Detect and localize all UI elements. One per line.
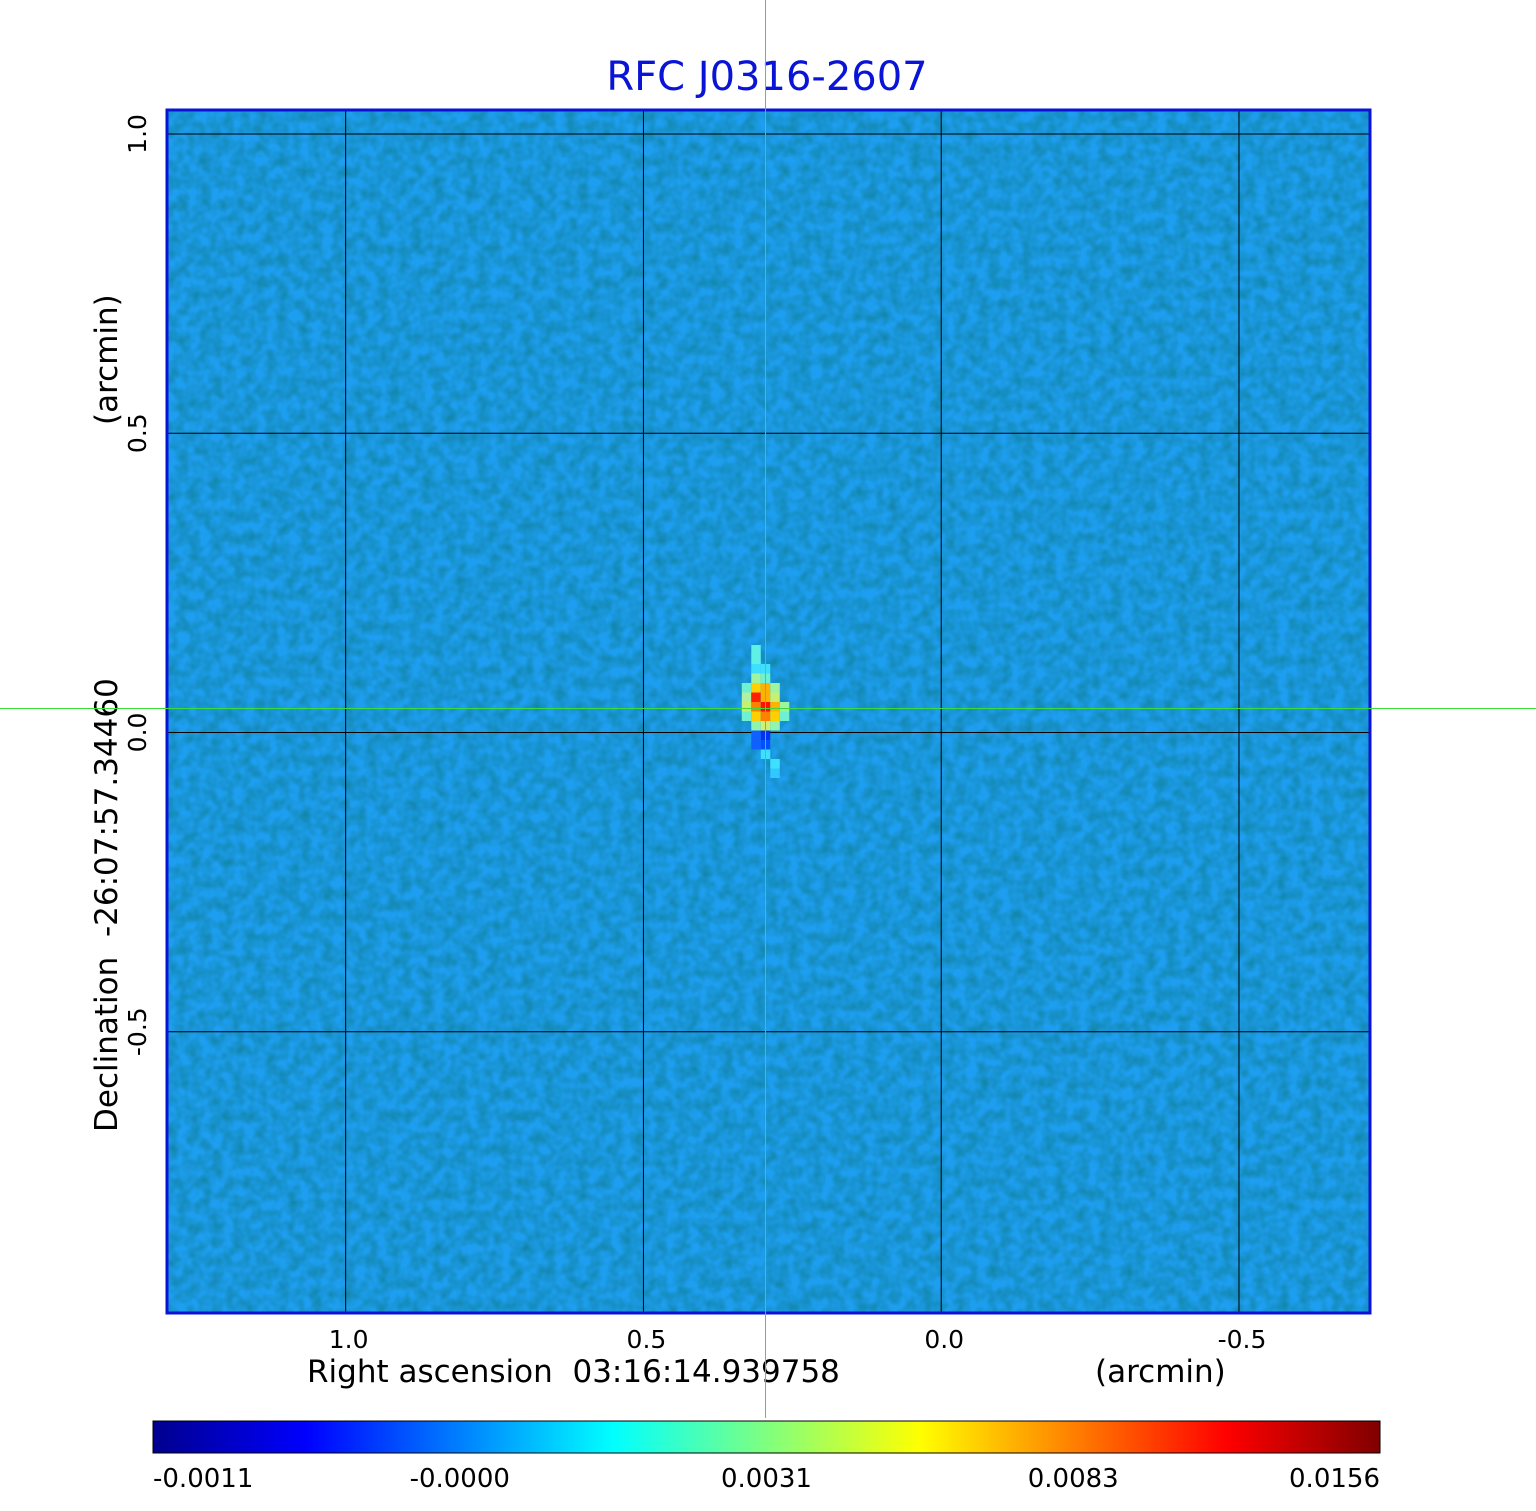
source-pixel (770, 721, 780, 731)
source-pixel (751, 654, 761, 665)
y-axis-label: Declination -26:07:57.34460 (89, 678, 125, 1132)
plot-frame (165, 108, 1372, 1315)
source-pixel (741, 692, 752, 703)
colorbar-tick-labels: -0.0011 -0.0000 0.0031 0.0083 0.0156 (153, 1464, 1380, 1494)
x-tick-label: -0.5 (1218, 1325, 1267, 1354)
source-pixel (751, 702, 761, 712)
source-pixel (770, 711, 780, 722)
source-pixel (770, 692, 780, 703)
colorbar-tick-label: 0.0031 (721, 1464, 812, 1494)
source-pixel (741, 711, 752, 722)
colorbar-tick-label: -0.0000 (410, 1464, 510, 1494)
x-tick-label: 0.5 (627, 1325, 667, 1354)
source-pixel (770, 768, 780, 779)
chart-title: RFC J0316-2607 (606, 54, 927, 100)
source-pixel (751, 692, 761, 703)
source-pixel (751, 730, 761, 741)
x-axis-label: Right ascension 03:16:14.939758 (307, 1354, 840, 1390)
source-pixel (751, 664, 761, 674)
source-pixel (779, 711, 790, 722)
source-pixel (779, 702, 790, 712)
image-panel (167, 110, 1370, 1313)
source-pixel (751, 721, 761, 731)
x-tick-labels: 1.0 0.5 0.0 -0.5 (329, 1325, 1267, 1354)
source-pixel (770, 759, 780, 769)
x-tick-label: 1.0 (329, 1325, 369, 1354)
y-tick-label: 1.0 (123, 114, 152, 154)
x-tick-label: 0.0 (924, 1325, 964, 1354)
crosshair (0, 0, 1536, 1418)
source-pixel (741, 702, 752, 712)
y-tick-label: 0.0 (123, 713, 152, 753)
source-pixel (751, 740, 761, 750)
colorbar-tick-label: 0.0083 (1028, 1464, 1119, 1494)
y-tick-label: -0.5 (123, 1007, 152, 1056)
source-pixel (751, 683, 761, 693)
y-tick-label: 0.5 (123, 413, 152, 453)
colorbar-tick-label: 0.0156 (1289, 1464, 1380, 1494)
y-axis-unit: (arcmin) (89, 294, 125, 425)
colorbar-tick-label: -0.0011 (153, 1464, 253, 1494)
source-pixel (770, 683, 780, 693)
source-pixel (751, 673, 761, 684)
x-axis-unit: (arcmin) (1095, 1354, 1226, 1390)
source-pixel (770, 702, 780, 712)
source-pixel (741, 683, 752, 693)
source-pixel (751, 645, 761, 655)
y-tick-labels: 1.0 0.5 0.0 -0.5 (123, 114, 152, 1056)
colorbar (152, 1420, 1381, 1454)
source-pixel (751, 711, 761, 722)
